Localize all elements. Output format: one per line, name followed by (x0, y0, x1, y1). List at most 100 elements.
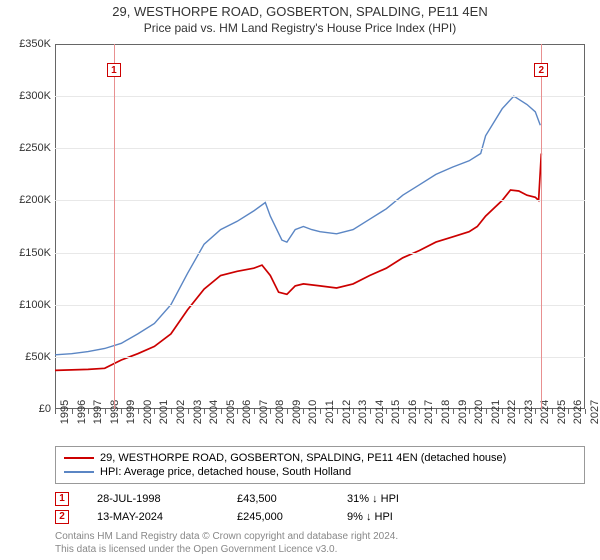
legend-box: 29, WESTHORPE ROAD, GOSBERTON, SPALDING,… (55, 446, 585, 484)
x-axis-label: 2026 (572, 400, 584, 424)
x-tick (386, 409, 387, 414)
y-axis-label: £150K (19, 247, 51, 259)
legend-item: 29, WESTHORPE ROAD, GOSBERTON, SPALDING,… (64, 451, 576, 465)
x-tick (370, 409, 371, 414)
x-tick (403, 409, 404, 414)
legend-item: HPI: Average price, detached house, Sout… (64, 465, 576, 479)
x-axis-label: 1996 (76, 400, 88, 424)
events-table: 1 28-JUL-1998£43,50031% ↓ HPI 2 13-MAY-2024… (55, 490, 585, 526)
event-marker: 2 (534, 63, 548, 77)
gridline (55, 357, 585, 358)
x-axis-label: 1999 (125, 400, 137, 424)
x-axis-label: 2010 (307, 400, 319, 424)
x-tick (55, 409, 56, 414)
event-vline (541, 44, 542, 409)
x-axis-label: 2016 (407, 400, 419, 424)
x-tick (502, 409, 503, 414)
x-axis-label: 2001 (158, 400, 170, 424)
x-tick (287, 409, 288, 414)
x-tick (270, 409, 271, 414)
x-axis-label: 2022 (506, 400, 518, 424)
gridline (55, 305, 585, 306)
x-axis-label: 2004 (208, 400, 220, 424)
x-axis-label: 2019 (457, 400, 469, 424)
x-tick (121, 409, 122, 414)
series-hpi (55, 96, 540, 355)
x-tick (204, 409, 205, 414)
x-axis-label: 2011 (324, 400, 336, 424)
event-price: £245,000 (237, 511, 347, 523)
plot-area: £0£50K£100K£150K£200K£250K£300K£350K1995… (55, 44, 585, 409)
event-date: 13-MAY-2024 (97, 511, 237, 523)
y-axis-label: £100K (19, 299, 51, 311)
event-id-marker: 2 (55, 510, 69, 524)
x-tick (254, 409, 255, 414)
x-tick (419, 409, 420, 414)
x-axis-label: 2015 (390, 400, 402, 424)
x-tick (105, 409, 106, 414)
x-tick (221, 409, 222, 414)
x-axis-label: 2002 (175, 400, 187, 424)
event-row: 1 28-JUL-1998£43,50031% ↓ HPI (55, 490, 585, 508)
x-axis-label: 2009 (291, 400, 303, 424)
x-tick (72, 409, 73, 414)
x-axis-label: 2023 (523, 400, 535, 424)
event-row: 213-MAY-2024£245,0009% ↓ HPI (55, 508, 585, 526)
chart-lines (55, 44, 585, 409)
x-axis-label: 2013 (357, 400, 369, 424)
series-price_paid (55, 154, 541, 371)
x-axis-label: 1995 (59, 400, 71, 424)
legend-swatch (64, 457, 94, 459)
x-tick (453, 409, 454, 414)
event-vline (114, 44, 115, 409)
event-price: £43,500 (237, 493, 347, 505)
event-id-marker: 1 (55, 492, 69, 506)
event-marker: 1 (107, 63, 121, 77)
copyright-line2: This data is licensed under the Open Gov… (55, 543, 585, 556)
x-axis-label: 2006 (241, 400, 253, 424)
x-tick (535, 409, 536, 414)
legend-swatch (64, 471, 94, 473)
x-tick (486, 409, 487, 414)
x-tick (568, 409, 569, 414)
y-axis-label: £350K (19, 38, 51, 50)
x-tick (585, 409, 586, 414)
y-axis-label: £50K (25, 351, 51, 363)
chart-container: 29, WESTHORPE ROAD, GOSBERTON, SPALDING,… (0, 0, 600, 560)
chart-title-sub: Price paid vs. HM Land Registry's House … (0, 21, 600, 35)
gridline (55, 200, 585, 201)
x-tick (353, 409, 354, 414)
x-tick (138, 409, 139, 414)
legend-label: HPI: Average price, detached house, Sout… (100, 466, 351, 478)
x-axis-label: 2000 (142, 400, 154, 424)
x-tick (237, 409, 238, 414)
x-tick (552, 409, 553, 414)
x-tick (171, 409, 172, 414)
event-diff: 31% ↓ HPI (347, 493, 399, 505)
chart-title-address: 29, WESTHORPE ROAD, GOSBERTON, SPALDING,… (0, 4, 600, 19)
x-axis-label: 2007 (258, 400, 270, 424)
x-axis-label: 2014 (374, 400, 386, 424)
x-tick (303, 409, 304, 414)
x-tick (188, 409, 189, 414)
x-axis-label: 2020 (473, 400, 485, 424)
x-axis-label: 2027 (589, 400, 600, 424)
x-tick (154, 409, 155, 414)
gridline (55, 96, 585, 97)
y-axis-label: £250K (19, 142, 51, 154)
x-axis-label: 2012 (341, 400, 353, 424)
chart-titles: 29, WESTHORPE ROAD, GOSBERTON, SPALDING,… (0, 0, 600, 35)
x-axis-label: 2017 (423, 400, 435, 424)
x-tick (469, 409, 470, 414)
x-axis-label: 2005 (225, 400, 237, 424)
legend-label: 29, WESTHORPE ROAD, GOSBERTON, SPALDING,… (100, 452, 506, 464)
x-tick (88, 409, 89, 414)
x-tick (320, 409, 321, 414)
x-axis-label: 1997 (92, 400, 104, 424)
copyright-line1: Contains HM Land Registry data © Crown c… (55, 530, 585, 543)
y-axis-label: £200K (19, 194, 51, 206)
event-date: 28-JUL-1998 (97, 493, 237, 505)
x-tick (337, 409, 338, 414)
x-axis-label: 2021 (490, 400, 502, 424)
gridline (55, 253, 585, 254)
